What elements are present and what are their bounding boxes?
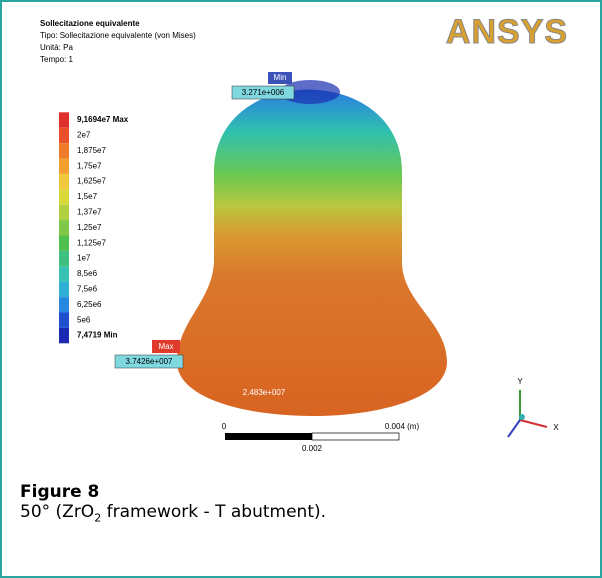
min-tag: Min [274,73,287,82]
figure-page: Sollecitazione equivalente Tipo: Solleci… [0,0,602,578]
legend-label: 5e6 [77,315,91,324]
legend-label: 1,25e7 [77,223,102,232]
header-title: Sollecitazione equivalente [40,19,140,28]
legend-label: 1,5e7 [77,192,98,201]
scale-start: 0 [222,422,227,431]
legend-label: 9,1694e7 Max [77,115,129,124]
caption-text: 50° (ZrO2 framework - T abutment). [20,502,326,524]
axis-y-label: Y [517,377,523,386]
max-value: 3.7426e+007 [126,357,173,366]
legend-label: 1,625e7 [77,177,106,186]
scale-end: 0.004 (m) [385,422,420,431]
legend: 9,1694e7 Max 2e7 1,875e7 1,75e7 1,625e7 1,5e7… [59,112,129,343]
mid-value: 2.483e+007 [243,388,286,397]
legend-label: 1,37e7 [77,208,102,217]
header-unit: Unità: Pa [40,43,73,52]
axis-origin [519,414,525,420]
legend-swatch [59,143,69,158]
legend-swatch [59,236,69,251]
legend-swatch [59,282,69,297]
scale-bar-dark [225,433,312,440]
logo: ANSYS [446,13,568,51]
header-time: Tempo: 1 [40,55,73,64]
max-tag: Max [158,342,173,351]
caption-label: Figure 8 [20,482,99,502]
legend-label: 7,5e6 [77,285,98,294]
legend-swatch [59,128,69,143]
simulation-image: Sollecitazione equivalente Tipo: Solleci… [2,2,600,472]
legend-swatch [59,251,69,266]
legend-label: 1,75e7 [77,161,102,170]
legend-label: 1,125e7 [77,238,106,247]
legend-label: 7,4719 Min [77,331,118,340]
dome-model [177,90,447,417]
legend-label: 6,25e6 [77,300,102,309]
axis-x-arrow [520,420,547,427]
legend-swatch [59,266,69,281]
legend-swatch [59,112,69,127]
caption-part: 50° (ZrO [20,502,94,522]
header-type: Tipo: Sollecitazione equivalente (von Mi… [40,31,196,40]
legend-swatch [59,328,69,343]
legend-label: 1,875e7 [77,146,106,155]
legend-swatch [59,313,69,328]
axis-x-label: X [553,423,559,432]
legend-label: 8,5e6 [77,269,98,278]
legend-swatch [59,220,69,235]
legend-swatch [59,297,69,312]
caption-part: framework - T abutment). [101,502,326,522]
min-value: 3.271e+006 [242,88,285,97]
legend-label: 1e7 [77,254,91,263]
axis-z-arrow [508,420,520,437]
legend-swatch [59,174,69,189]
legend-swatch [59,205,69,220]
legend-label: 2e7 [77,131,91,140]
scale-bar-light [312,433,399,440]
legend-swatch [59,189,69,204]
legend-swatch [59,159,69,174]
scale-mid: 0.002 [302,444,323,453]
